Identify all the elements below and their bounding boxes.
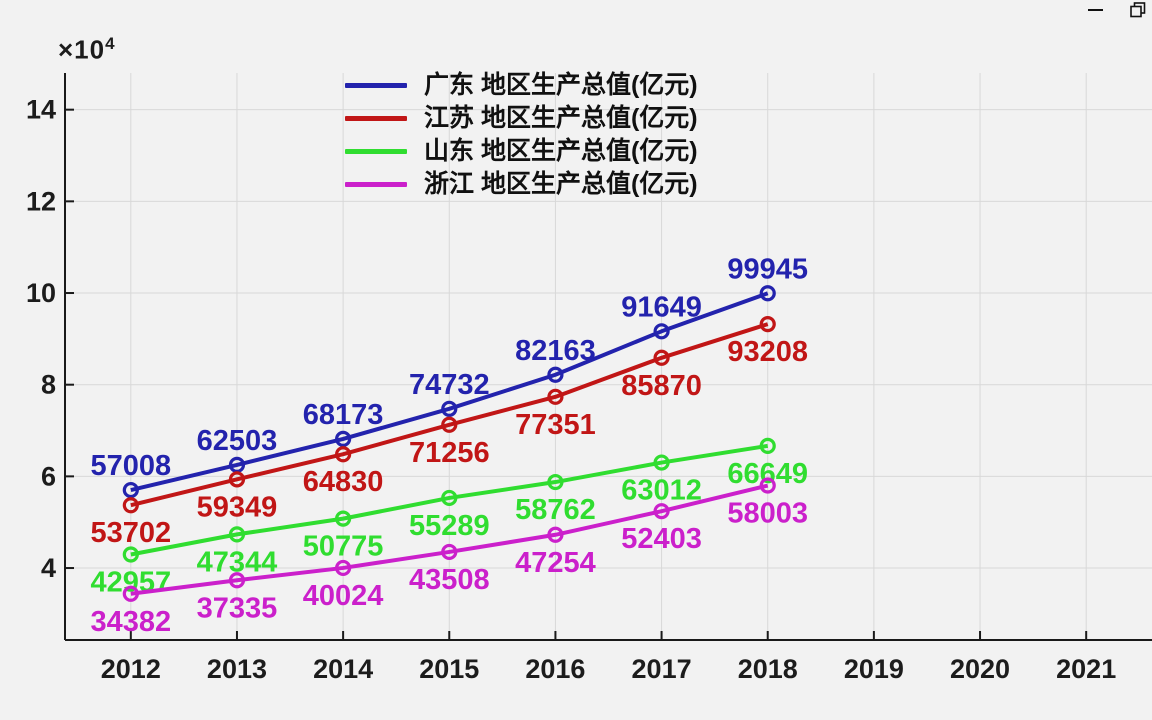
legend-label: 浙江 地区生产总值(亿元)	[424, 170, 698, 198]
series-line-1	[130, 322, 769, 508]
legend-label: 广东 地区生产总值(亿元)	[424, 71, 698, 99]
legend-line-swatch-green-icon	[345, 149, 407, 154]
series-line-0	[130, 291, 769, 493]
legend-item-guangdong: 广东 地区生产总值(亿元)	[345, 72, 698, 99]
data-point-marker-series-1	[441, 416, 458, 433]
data-label-series-0: 91649	[621, 291, 702, 323]
data-point-marker-series-2	[122, 546, 139, 563]
data-point-marker-series-3	[122, 585, 139, 602]
data-point-marker-series-2	[228, 526, 246, 543]
data-label-series-3: 40024	[303, 580, 384, 612]
data-label-series-2: 63012	[621, 475, 702, 507]
legend-item-shandong: 山东 地区生产总值(亿元)	[345, 138, 698, 165]
x-tick-label: 2021	[1056, 654, 1116, 684]
data-label-series-1: 53702	[90, 517, 171, 549]
data-point-marker-series-0	[122, 481, 139, 499]
data-label-series-0: 68173	[303, 399, 384, 431]
data-point-marker-series-0	[653, 323, 670, 340]
data-label-series-0: 99945	[727, 253, 808, 285]
data-point-marker-series-3	[653, 503, 670, 520]
data-point-marker-series-1	[228, 471, 246, 488]
series-line-2	[130, 443, 769, 557]
y-tick-label: 10	[26, 278, 56, 308]
x-tick-label: 2017	[632, 654, 692, 684]
data-point-marker-series-0	[547, 366, 564, 383]
x-tick-label: 2012	[101, 654, 161, 684]
minimize-dash	[1087, 9, 1103, 11]
legend: 广东 地区生产总值(亿元) 江苏 地区生产总值(亿元) 山东 地区生产总值(亿元…	[345, 72, 698, 198]
data-label-series-1: 77351	[515, 409, 596, 441]
data-label-series-2: 66649	[727, 458, 808, 490]
restore-window-icon[interactable]	[1126, 0, 1150, 20]
data-point-marker-series-2	[759, 437, 776, 454]
data-point-marker-series-1	[122, 497, 139, 514]
data-point-marker-series-1	[335, 446, 352, 463]
data-label-series-1: 85870	[621, 370, 702, 402]
y-axis-exponent-label: ×104	[58, 34, 116, 65]
x-tick-label: 2020	[950, 654, 1010, 684]
x-tick-label: 2016	[525, 654, 585, 684]
data-point-marker-series-3	[759, 477, 776, 494]
data-point-marker-series-2	[653, 454, 670, 471]
x-tick-label: 2018	[738, 654, 798, 684]
data-point-marker-series-0	[759, 285, 776, 302]
y-tick-label: 4	[41, 553, 56, 583]
x-tick-label: 2019	[844, 654, 904, 684]
window-controls	[1082, 0, 1152, 22]
data-label-series-3: 52403	[621, 523, 702, 555]
data-point-marker-series-2	[547, 473, 564, 491]
data-label-series-1: 71256	[409, 437, 490, 469]
y-tick-label: 6	[41, 461, 56, 491]
data-label-series-3: 37335	[197, 592, 278, 624]
legend-item-zhejiang: 浙江 地区生产总值(亿元)	[345, 171, 698, 198]
data-point-marker-series-3	[335, 559, 352, 577]
data-label-series-3: 34382	[90, 606, 171, 638]
data-point-marker-series-1	[759, 316, 776, 333]
legend-line-swatch-magenta-icon	[345, 182, 407, 187]
x-tick-label: 2015	[419, 654, 479, 684]
data-point-marker-series-1	[547, 388, 564, 405]
data-point-marker-series-2	[441, 489, 458, 507]
x-tick-label: 2013	[207, 654, 267, 684]
series-line-3	[130, 483, 769, 596]
y-tick-label: 12	[26, 186, 56, 216]
data-label-series-1: 64830	[303, 466, 384, 498]
legend-label: 山东 地区生产总值(亿元)	[424, 137, 698, 165]
data-point-marker-series-3	[441, 543, 458, 561]
data-label-series-0: 74732	[409, 369, 490, 401]
data-point-marker-series-0	[441, 400, 458, 417]
legend-label: 江苏 地区生产总值(亿元)	[424, 104, 698, 132]
y-tick-label: 8	[41, 370, 56, 400]
data-point-marker-series-1	[653, 349, 670, 366]
data-label-series-0: 82163	[515, 335, 596, 367]
data-label-series-0: 62503	[197, 425, 278, 457]
data-label-series-2: 58762	[515, 494, 596, 526]
data-label-series-3: 58003	[727, 498, 808, 530]
data-label-series-2: 50775	[303, 531, 384, 563]
data-point-marker-series-3	[228, 572, 246, 589]
minimize-icon[interactable]	[1082, 0, 1108, 20]
data-label-series-3: 47254	[515, 547, 596, 579]
overlapping-squares-icon	[1130, 2, 1146, 18]
y-tick-label: 14	[26, 95, 56, 125]
data-label-series-0: 57008	[90, 450, 171, 482]
data-label-series-1: 93208	[727, 336, 808, 368]
legend-line-swatch-red-icon	[345, 116, 407, 121]
data-point-marker-series-0	[335, 430, 352, 448]
data-label-series-1: 59349	[197, 491, 278, 523]
data-label-series-2: 55289	[409, 510, 490, 542]
data-label-series-3: 43508	[409, 564, 490, 596]
data-point-marker-series-2	[335, 510, 352, 527]
legend-item-jiangsu: 江苏 地区生产总值(亿元)	[345, 105, 698, 132]
legend-line-swatch-blue-icon	[345, 83, 407, 88]
data-point-marker-series-3	[547, 526, 564, 543]
x-tick-label: 2014	[313, 654, 373, 684]
